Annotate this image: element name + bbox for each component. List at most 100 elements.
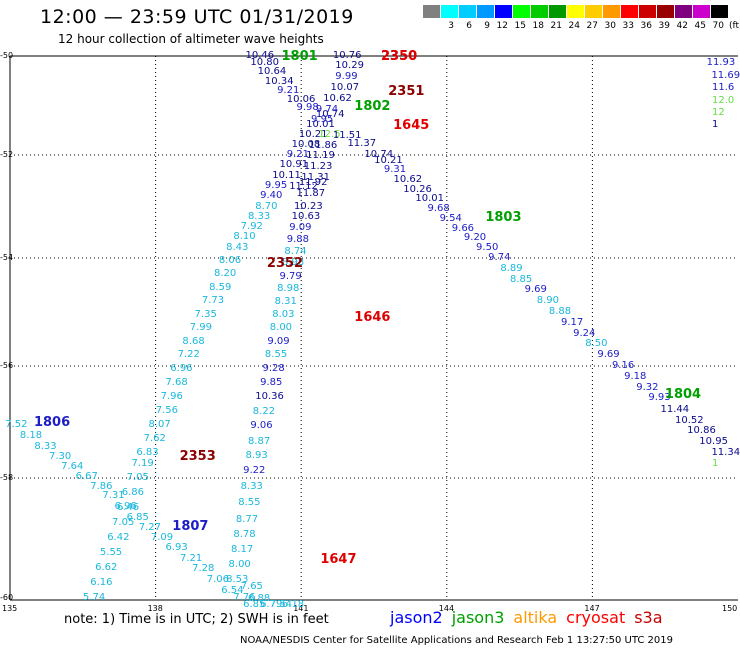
wave-height-value: 10.26	[403, 184, 432, 196]
wave-height-value: 7.27	[138, 522, 161, 534]
wave-height-value: 6.86	[121, 487, 145, 498]
wave-height-value: 8.68	[182, 335, 205, 347]
wave-height-value: 7.09	[150, 532, 174, 543]
wave-height-value: 10.62	[393, 173, 423, 185]
wave-height-value: 9.09	[289, 222, 312, 234]
wave-height-value: 7.86	[90, 481, 113, 492]
wave-height-value: 7.92	[240, 221, 263, 233]
wave-height-value: 7.19	[131, 458, 154, 469]
legend-label: 42	[676, 21, 688, 31]
x-tick-label: 147	[584, 604, 600, 613]
legend-swatch	[621, 5, 638, 18]
legend-label: 70	[712, 21, 724, 31]
legend-swatch	[585, 5, 602, 18]
wave-height-value: 7.76	[233, 592, 256, 603]
pass-time-label: 2350	[380, 49, 418, 64]
wave-height-value: 10.08	[291, 139, 321, 151]
legend-label: 45	[694, 21, 706, 31]
legend-label: 36	[640, 21, 652, 31]
pass-time-label: 2350	[380, 49, 418, 64]
x-tick-label: 150	[722, 604, 738, 613]
legend-swatch	[711, 5, 728, 18]
wave-height-value: 9.74	[488, 252, 511, 263]
wave-height-value: 10.21	[298, 129, 328, 141]
wave-height-value: 9.69	[524, 284, 547, 296]
legend-label: 3	[448, 21, 454, 31]
wave-height-value: 7.99	[189, 322, 212, 334]
y-tick-label: -56	[0, 361, 14, 370]
wave-height-value: 7.73	[201, 295, 225, 307]
wave-height-value: 10.06	[286, 93, 316, 105]
wave-height-value: 7.96	[160, 390, 183, 402]
legend-swatch	[639, 5, 656, 18]
wave-height-value: 7.52	[5, 418, 28, 430]
wave-height-value: 6.85	[243, 599, 266, 610]
legend-label: 9	[484, 21, 490, 31]
wave-height-value: 8.50	[585, 338, 608, 350]
x-tick-label: 141	[293, 604, 309, 613]
wave-height-value: 8.00	[228, 559, 251, 570]
wave-height-value: 11.34	[711, 446, 740, 458]
wave-height-value: 6.96	[114, 500, 137, 512]
wave-height-value: 8.98	[277, 283, 300, 295]
wave-height-value: 8.70	[255, 200, 278, 212]
wave-height-value: 11.92	[298, 177, 328, 189]
wave-height-value: 12.5	[318, 129, 341, 141]
legend-label: 39	[658, 21, 670, 31]
wave-height-value: 8.55	[238, 497, 261, 509]
wave-height-value: 9.21	[286, 149, 310, 160]
wave-height-value: 6.96	[170, 362, 193, 374]
wave-height-value: 8.33	[247, 210, 271, 222]
wave-height-value: 11.23	[303, 161, 333, 173]
wave-height-value: 8.07	[148, 418, 171, 430]
wave-height-value: 10.01	[306, 119, 335, 131]
legend-swatch	[657, 5, 674, 18]
wave-height-value: 9.95	[311, 114, 334, 126]
wave-height-value: 8.22	[252, 405, 276, 417]
wave-height-value: 9.18	[624, 371, 647, 383]
wave-height-value: 8.31	[274, 296, 297, 308]
pass-time-label: 1646	[354, 310, 391, 326]
credit-line: NOAA/NESDIS Center for Satellite Applica…	[240, 635, 673, 646]
wave-height-value: 9.79	[279, 270, 302, 282]
satellite-altika: altika	[513, 608, 558, 627]
pass-time-label: 1645	[393, 118, 430, 134]
wave-height-value: 7.21	[180, 553, 203, 564]
wave-height-value: 11.51	[332, 130, 362, 142]
wave-height-value: 9.88	[286, 233, 310, 245]
wave-height-value: 6.18	[281, 599, 305, 610]
wave-height-value: 9.20	[463, 232, 487, 244]
wave-height-value: 10.80	[250, 57, 279, 69]
wave-height-value: 9.95	[264, 179, 288, 191]
wave-height-value: 7.68	[165, 376, 188, 388]
wave-height-value: 11.31	[301, 172, 330, 184]
y-tick-label: -60	[0, 593, 14, 602]
wave-height-value: 11.37	[347, 138, 377, 150]
wave-height-value: 11.93	[706, 57, 736, 69]
legend-unit: (ft)	[729, 21, 740, 31]
wave-height-value: 7.30	[48, 450, 72, 462]
wave-height-value: 9.17	[560, 316, 584, 328]
wave-height-value: 7.05	[126, 472, 149, 483]
wave-height-value: 9.09	[267, 335, 290, 347]
pass-time-label: 2352	[266, 256, 304, 272]
pass-time-label: 2351	[388, 83, 425, 99]
wave-height-value: 8.06	[218, 254, 242, 266]
wave-height-value: 7.64	[61, 460, 84, 472]
pass-time-label: 1803	[485, 209, 522, 225]
wave-height-value: 9.68	[427, 203, 450, 215]
wave-height-value: 7.06	[206, 574, 229, 585]
satellite-cryosat: cryosat	[566, 608, 626, 627]
y-tick-label: -58	[0, 473, 14, 482]
satellite-jason2: jason2	[390, 608, 443, 627]
wave-height-value: 10.29	[335, 59, 364, 71]
wave-height-value: 9.66	[451, 222, 475, 234]
wave-height-value: 6.62	[95, 562, 118, 573]
satellite-legend: jason2 jason3 altika cryosat s3a	[390, 608, 672, 627]
wave-height-value: 11.69	[711, 69, 740, 81]
wave-height-value: 9.22	[243, 465, 266, 477]
wave-height-value: 7.31	[102, 490, 125, 501]
wave-height-value: 1	[712, 458, 719, 469]
wave-height-value: 8.85	[510, 273, 533, 285]
